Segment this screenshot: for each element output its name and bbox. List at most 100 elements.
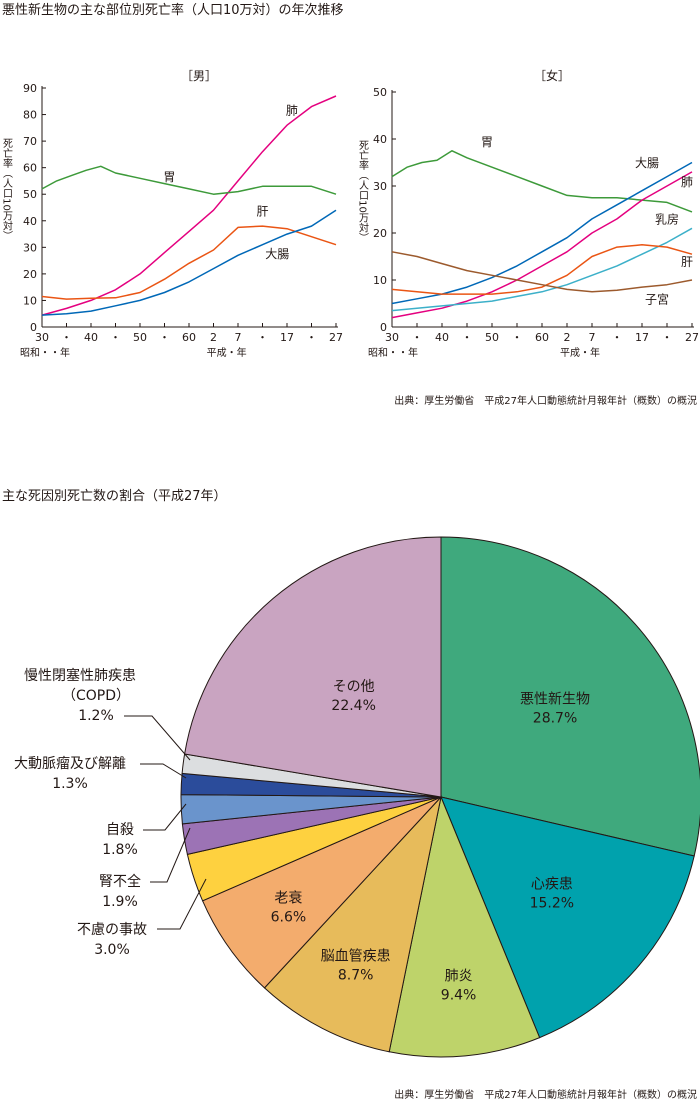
y-tick-label: 60 (23, 162, 37, 175)
y-tick-label: 20 (373, 227, 387, 240)
series-line (41, 95, 337, 316)
pie-slice-label: （COPD） (62, 688, 130, 704)
y-tick-label: 0 (30, 321, 37, 334)
series-line (391, 227, 693, 312)
series-label: 胃 (163, 170, 175, 184)
x-tick-label: 60 (535, 331, 549, 344)
x-era-label-heisei: 平成・年 (560, 346, 600, 359)
y-tick-label: 90 (23, 82, 37, 95)
x-tick-label: 60 (182, 331, 196, 344)
x-tick-label: 27 (329, 331, 343, 344)
pie-leader-line (124, 715, 191, 761)
pie-slice-label: 大動脈瘤及び解離 (14, 755, 126, 772)
y-tick-label: 70 (23, 135, 37, 148)
x-tick-label: 7 (235, 331, 242, 344)
pie-slice-value: 8.7% (338, 968, 374, 984)
pie-slice-label: 悪性新生物 (520, 691, 590, 707)
y-tick-label: 20 (23, 268, 37, 281)
pie-chart: 悪性新生物 28.7% 心疾患 15.2% 肺炎 9.4% 脳血管疾患 8.7% 老衰 6.6% 不… (14, 536, 700, 1058)
pie-slice-value: 3.0% (94, 942, 130, 958)
line-charts-source: 出典：厚生労働省 平成27年人口動態統計月報年計（概数）の概況 (394, 394, 697, 407)
x-era-label-showa: 昭和・・年 (20, 346, 70, 359)
pie-slice-label: 肺炎 (445, 968, 473, 984)
x-tick-label: ・ (159, 331, 170, 344)
series-line (41, 209, 337, 316)
series-label: 大腸 (265, 247, 289, 261)
series-line (391, 244, 693, 295)
series-line (391, 171, 693, 319)
x-tick-label: ・ (110, 331, 121, 344)
y-axis-label: 死亡率（人口10万対） (357, 140, 369, 243)
pie-slice (263, 795, 442, 1053)
pie-slice (388, 795, 541, 1058)
y-tick-label: 0 (380, 321, 387, 334)
series-label: 肺 (286, 104, 298, 118)
y-tick-label: 40 (373, 133, 387, 146)
x-tick-label: ・ (512, 331, 523, 344)
pie-slice-label: 脳血管疾患 (321, 949, 391, 965)
series-label: 肺 (681, 175, 693, 189)
pie-slice-label: 心疾患 (531, 876, 573, 892)
x-tick-label: 27 (685, 331, 699, 344)
y-axis-label: 死亡率（人口10万対） (1, 138, 13, 241)
pie-chart-source: 出典：厚生労働省 平成27年人口動態統計月報年計（概数）の概況 (394, 1088, 697, 1101)
x-tick-label: 2 (210, 331, 217, 344)
x-era-label-showa: 昭和・・年 (368, 346, 418, 359)
series-label: 肝 (256, 204, 268, 218)
x-tick-label: 30 (385, 331, 399, 344)
pie-slice-label: 慢性閉塞性肺疾患 (24, 667, 136, 684)
x-tick-label: 17 (635, 331, 649, 344)
series-line (41, 225, 337, 300)
x-tick-label: ・ (61, 331, 72, 344)
pie-slice-label: 自殺 (106, 822, 134, 838)
x-tick-label: ・ (257, 331, 268, 344)
x-tick-label: ・ (612, 331, 623, 344)
series-line (41, 165, 337, 195)
x-tick-label: 50 (133, 331, 147, 344)
y-tick-label: 30 (23, 241, 37, 254)
x-tick-label: ・ (412, 331, 423, 344)
pie-slice-value: 9.4% (441, 987, 477, 1003)
pie-slice-value: 1.8% (102, 842, 138, 858)
pie-slice (184, 536, 442, 798)
pie-slice-value: 1.9% (102, 894, 138, 910)
series-label: 子宮 (645, 292, 669, 307)
y-tick-label: 10 (23, 294, 37, 307)
pie-leader-line (157, 878, 207, 930)
series-label: 大腸 (635, 156, 659, 170)
y-tick-label: 50 (23, 188, 37, 201)
pie-slice-value: 15.2% (530, 895, 574, 911)
series-line (391, 161, 693, 305)
series-line (391, 150, 693, 213)
pie-leader-line (140, 763, 187, 779)
pie-slice (440, 536, 700, 857)
pie-slice-value: 22.4% (331, 698, 375, 714)
x-era-label-heisei: 平成・年 (207, 346, 247, 359)
pie-chart-title: 主な死因別死亡数の割合（平成27年） (2, 488, 227, 504)
x-tick-label: 7 (589, 331, 596, 344)
series-line (391, 251, 693, 293)
x-tick-label: ・ (662, 331, 673, 344)
x-tick-label: 40 (435, 331, 449, 344)
series-label: 乳房 (655, 212, 679, 227)
x-tick-label: 2 (564, 331, 571, 344)
x-tick-label: ・ (462, 331, 473, 344)
pie-slice-label: 不慮の事故 (77, 922, 147, 938)
y-tick-label: 40 (23, 215, 37, 228)
pie-slice-value: 1.3% (52, 776, 88, 792)
pie-slice-value: 28.7% (533, 710, 577, 726)
line-charts-title: 悪性新生物の主な部位別死亡率（人口10万対）の年次推移 (2, 2, 344, 18)
panel-title: ［女］ (534, 68, 570, 83)
pie-slice-value: 1.2% (78, 708, 114, 724)
pie-slice-label: 老衰 (274, 889, 302, 906)
y-tick-label: 50 (373, 86, 387, 99)
series-label: 胃 (481, 135, 493, 149)
pie-slice (201, 796, 442, 989)
pie-leader-line (143, 803, 187, 831)
x-tick-label: 40 (84, 331, 98, 344)
x-tick-label: 50 (485, 331, 499, 344)
y-tick-label: 30 (373, 180, 387, 193)
pie-slice-label: 腎不全 (99, 873, 141, 890)
